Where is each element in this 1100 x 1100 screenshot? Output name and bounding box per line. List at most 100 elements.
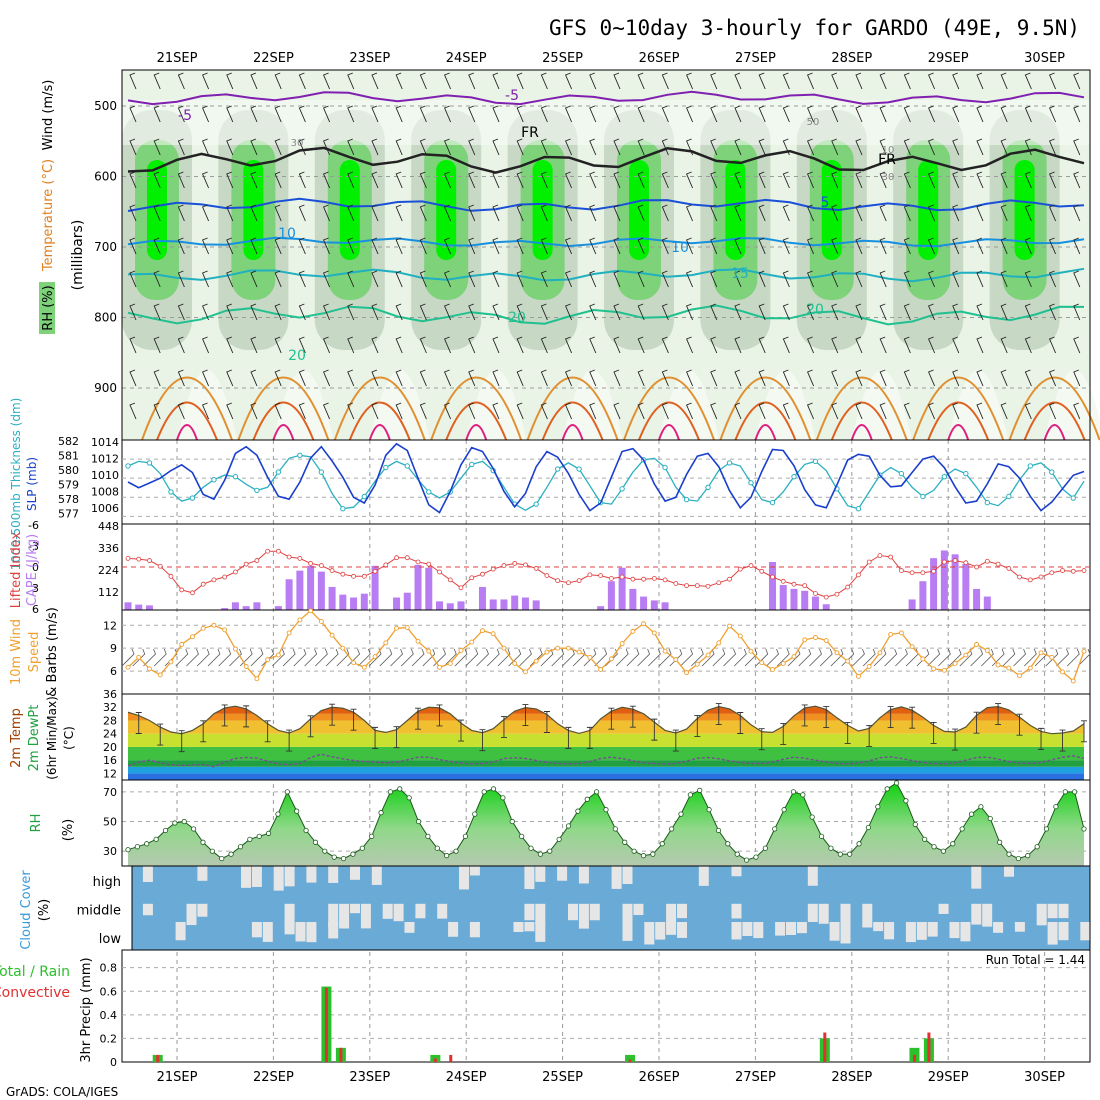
wind-barb bbox=[444, 138, 452, 156]
wind-barb bbox=[831, 303, 839, 321]
wind-barb bbox=[807, 105, 815, 123]
wind-barb bbox=[516, 204, 524, 222]
wind-barb bbox=[347, 138, 355, 156]
cape-bar bbox=[457, 601, 465, 610]
li-point bbox=[984, 558, 990, 564]
wind-barb bbox=[250, 204, 258, 222]
cloud-gap bbox=[382, 903, 393, 919]
cloud-gap bbox=[241, 866, 251, 888]
wind-barb bbox=[371, 204, 379, 222]
wind-barb bbox=[855, 204, 863, 222]
wind-barb bbox=[1024, 402, 1032, 420]
wind-barb bbox=[1073, 171, 1081, 189]
wind-barb bbox=[153, 402, 161, 420]
wind-barb bbox=[589, 402, 597, 420]
precip-conv-bar bbox=[927, 1032, 931, 1062]
cape-bar bbox=[285, 579, 293, 610]
cloud-gap bbox=[469, 866, 480, 876]
cape-bar bbox=[919, 581, 927, 610]
wind-barb bbox=[879, 105, 887, 123]
wind-barb bbox=[492, 204, 500, 222]
wind-barb bbox=[613, 402, 621, 420]
wind-barb bbox=[395, 237, 403, 255]
wind-barb bbox=[1073, 369, 1081, 387]
cloud-gap bbox=[731, 903, 742, 919]
wind-barb bbox=[928, 270, 936, 288]
wind-barb bbox=[540, 336, 548, 354]
cloud-gap bbox=[971, 866, 982, 889]
rh-point bbox=[209, 848, 215, 854]
li-point bbox=[802, 583, 808, 589]
wind-barb-10m bbox=[175, 648, 189, 667]
li-point bbox=[759, 568, 765, 574]
wind-speed-point bbox=[254, 676, 260, 682]
rh-point bbox=[800, 792, 806, 798]
temp-band bbox=[128, 706, 1084, 708]
cape-bar bbox=[940, 550, 948, 610]
wind-barb bbox=[782, 336, 790, 354]
li-point bbox=[404, 555, 410, 561]
li-point bbox=[265, 548, 271, 554]
wind-speed-point bbox=[1006, 665, 1012, 671]
wind-barb bbox=[782, 72, 790, 90]
cloud-gap bbox=[1058, 922, 1069, 941]
temp-band bbox=[128, 707, 1084, 714]
contour-label: 20 bbox=[806, 302, 824, 318]
wind-barb bbox=[371, 72, 379, 90]
rh-point bbox=[818, 833, 825, 839]
minmax-bar bbox=[780, 722, 787, 745]
wind-barb bbox=[661, 204, 669, 222]
li-point bbox=[1049, 570, 1055, 576]
minmax-bar bbox=[909, 706, 916, 729]
rh-point bbox=[265, 830, 272, 836]
wind-barb bbox=[928, 204, 936, 222]
cape-bar bbox=[500, 599, 508, 610]
thickness-point bbox=[361, 493, 368, 500]
wind-barb bbox=[177, 402, 185, 420]
rh-side-label: RH (%) bbox=[41, 285, 56, 330]
rh-point bbox=[603, 807, 609, 813]
wind-speed-point bbox=[823, 638, 829, 643]
rh-point bbox=[237, 844, 244, 850]
thickness-point bbox=[533, 501, 539, 507]
wind-barb bbox=[855, 105, 863, 123]
wind-barb bbox=[903, 237, 911, 255]
wind-barb bbox=[952, 204, 960, 222]
wind-barb bbox=[444, 369, 452, 387]
wind-speed-point bbox=[211, 622, 217, 628]
wind-barb bbox=[903, 303, 911, 321]
wind-barb bbox=[371, 138, 379, 156]
li-point bbox=[447, 577, 453, 583]
cloud-gap bbox=[960, 922, 971, 942]
wind-barb bbox=[758, 105, 766, 123]
slp-tick-label: 1010 bbox=[91, 469, 119, 482]
wind-speed-point bbox=[189, 634, 195, 640]
date-tick-top: 24SEP bbox=[446, 51, 487, 66]
wind-speed-point bbox=[329, 632, 335, 638]
rh-point bbox=[612, 826, 618, 832]
li-point bbox=[211, 577, 217, 583]
li-point bbox=[576, 578, 582, 584]
wind-barb bbox=[637, 303, 645, 321]
precip-axis-label: 3hr Precip (mm) bbox=[79, 957, 94, 1062]
rh-point bbox=[294, 808, 300, 814]
cape-bar bbox=[511, 595, 519, 610]
wind-barb bbox=[831, 237, 839, 255]
precip-conv-bar bbox=[339, 1047, 343, 1062]
wind-barb bbox=[613, 336, 621, 354]
wind-barb bbox=[153, 204, 161, 222]
thickness-point bbox=[662, 464, 668, 471]
rh-point bbox=[893, 780, 900, 786]
cloud-gap bbox=[971, 903, 982, 925]
thickness-point bbox=[383, 464, 389, 471]
wind-speed-point bbox=[286, 630, 292, 636]
wind-barb bbox=[129, 204, 137, 222]
wind-barb bbox=[444, 72, 452, 90]
rh-point bbox=[659, 841, 665, 847]
wind-barb bbox=[444, 204, 452, 222]
rh-point bbox=[687, 792, 693, 798]
wind-barb bbox=[903, 72, 911, 90]
cloud-gap bbox=[1014, 922, 1025, 932]
rh-point bbox=[397, 786, 403, 792]
wind-barb bbox=[298, 72, 306, 90]
